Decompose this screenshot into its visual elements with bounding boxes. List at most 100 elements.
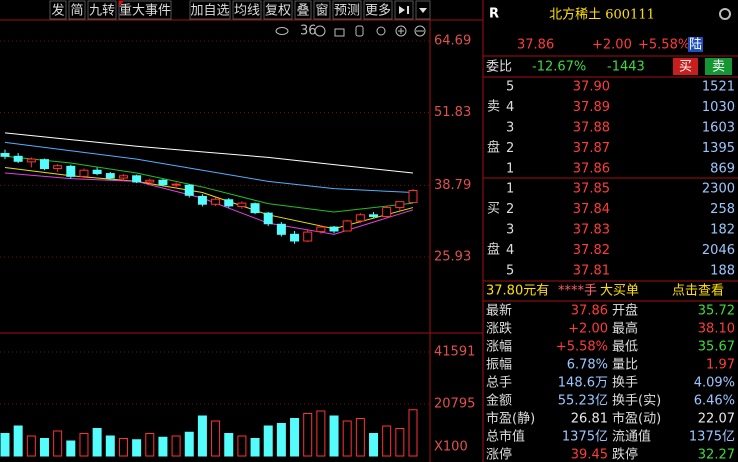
- volume-bar: [276, 423, 286, 457]
- candle-body: [369, 214, 379, 217]
- candle-body: [118, 175, 128, 179]
- toolbar-label[interactable]: 简: [70, 3, 83, 19]
- icon-text[interactable]: 36: [300, 24, 317, 39]
- stat-value: 39.45: [571, 448, 608, 462]
- a-icon[interactable]: [376, 26, 386, 36]
- toolbar-label[interactable]: 更多: [365, 3, 391, 19]
- toolbar-label[interactable]: 九转: [89, 4, 115, 19]
- gear-icon[interactable]: [719, 8, 731, 20]
- candle-body: [263, 212, 273, 225]
- level-volume: 869: [710, 162, 735, 177]
- volume-bar: [355, 418, 365, 457]
- toolbar-label[interactable]: 均线: [234, 4, 260, 19]
- candle-body: [342, 220, 352, 232]
- stat-value: 35.72: [698, 304, 735, 319]
- circle-icon[interactable]: [314, 25, 326, 37]
- side-label: 卖: [487, 100, 500, 115]
- candle-body: [171, 183, 181, 186]
- toolbar-button[interactable]: [49, 0, 67, 20]
- level-volume: 1030: [702, 100, 735, 115]
- toolbar-label[interactable]: 重大事件: [119, 3, 171, 19]
- toolbar-button[interactable]: [363, 0, 393, 20]
- gear[interactable]: [719, 8, 731, 20]
- committee-ratio: -12.67%: [532, 60, 586, 75]
- toolbar-button[interactable]: [232, 0, 262, 20]
- toolbar-button[interactable]: [294, 0, 312, 20]
- level-price: 37.88: [573, 121, 610, 136]
- candle-body: [224, 199, 234, 207]
- zoom-in-icon[interactable]: [395, 25, 407, 37]
- toolbar-label[interactable]: 复权: [265, 3, 291, 19]
- stat-value: 22.07: [698, 412, 735, 427]
- toolbar-label[interactable]: 窗: [315, 3, 328, 19]
- candle-body: [290, 233, 300, 242]
- change: +2.00: [592, 38, 632, 53]
- sell-button-label[interactable]: 卖: [712, 60, 725, 75]
- stat-label: 流通值: [612, 429, 651, 445]
- level-price: 37.89: [573, 100, 610, 115]
- moving-average: [4, 132, 414, 174]
- stat-value: 32.27: [698, 448, 735, 462]
- eye-icon[interactable]: [275, 27, 289, 35]
- stat-value: +5.58%: [556, 340, 608, 355]
- buy-button-label[interactable]: 买: [679, 60, 692, 75]
- toolbar-button[interactable]: [118, 0, 172, 20]
- toolbar-button[interactable]: [68, 0, 86, 20]
- level-volume: 1603: [702, 121, 735, 136]
- moving-average: [4, 155, 414, 213]
- candle-body: [316, 226, 326, 233]
- volume-bar: [237, 435, 247, 457]
- level-price: 37.84: [573, 202, 610, 217]
- toolbar-button[interactable]: [313, 0, 331, 20]
- level-volume: 2300: [702, 182, 735, 197]
- toolbar-button[interactable]: [189, 0, 231, 20]
- toolbar-button[interactable]: [87, 0, 117, 20]
- volume-bar: [79, 433, 89, 457]
- toolbar-button[interactable]: [332, 0, 362, 20]
- stat-value: 37.86: [571, 304, 608, 319]
- stock-name: 北方稀土 600111: [549, 7, 655, 23]
- stat-value: 1375亿: [689, 430, 735, 445]
- candle-body: [158, 179, 168, 186]
- volume-bar: [171, 435, 181, 457]
- volume-unit: X100: [434, 440, 468, 455]
- volume-bar: [145, 433, 155, 457]
- level: 2: [506, 202, 514, 217]
- volume-bar: [39, 438, 49, 457]
- volume-bar: [184, 431, 194, 457]
- stat-label: 最新: [486, 303, 512, 319]
- stat-value: 1375亿: [562, 430, 608, 445]
- big-order-price: 37.80元有: [486, 284, 549, 299]
- toolbar-label[interactable]: 预测: [334, 4, 360, 19]
- buy-button[interactable]: [673, 58, 698, 75]
- zoom-out-icon[interactable]: [414, 25, 426, 37]
- level: 3: [506, 223, 514, 238]
- volume-bar: [132, 439, 142, 457]
- volume-bar: [303, 413, 313, 457]
- volume-bar: [211, 420, 221, 457]
- plus-minus: [398, 28, 424, 34]
- lock-icon[interactable]: [334, 28, 345, 37]
- toolbar-label[interactable]: 叠: [296, 4, 309, 19]
- level-volume: 1521: [702, 80, 735, 95]
- hand-icon[interactable]: [355, 25, 364, 37]
- moving-average: [4, 141, 414, 194]
- toolbar-button[interactable]: [263, 0, 293, 20]
- volume-bar: [53, 430, 63, 457]
- level: 1: [506, 182, 514, 197]
- level-price: 37.90: [573, 80, 610, 95]
- toolbar-label[interactable]: 发: [51, 3, 64, 19]
- side-label: 盘: [487, 242, 500, 258]
- sell-button[interactable]: [705, 58, 732, 75]
- level-volume: 1395: [702, 141, 735, 156]
- volume-tick-label: 41591: [434, 345, 475, 360]
- level-volume: 2046: [702, 243, 735, 258]
- candle-body: [395, 201, 405, 209]
- candle-body: [13, 155, 23, 162]
- candle-body: [132, 175, 142, 183]
- toolbar-label[interactable]: 加自选: [190, 4, 229, 19]
- level: 5: [506, 264, 514, 279]
- big-order-link[interactable]: 点击查看: [672, 283, 724, 299]
- stat-label: 跌停: [612, 447, 638, 462]
